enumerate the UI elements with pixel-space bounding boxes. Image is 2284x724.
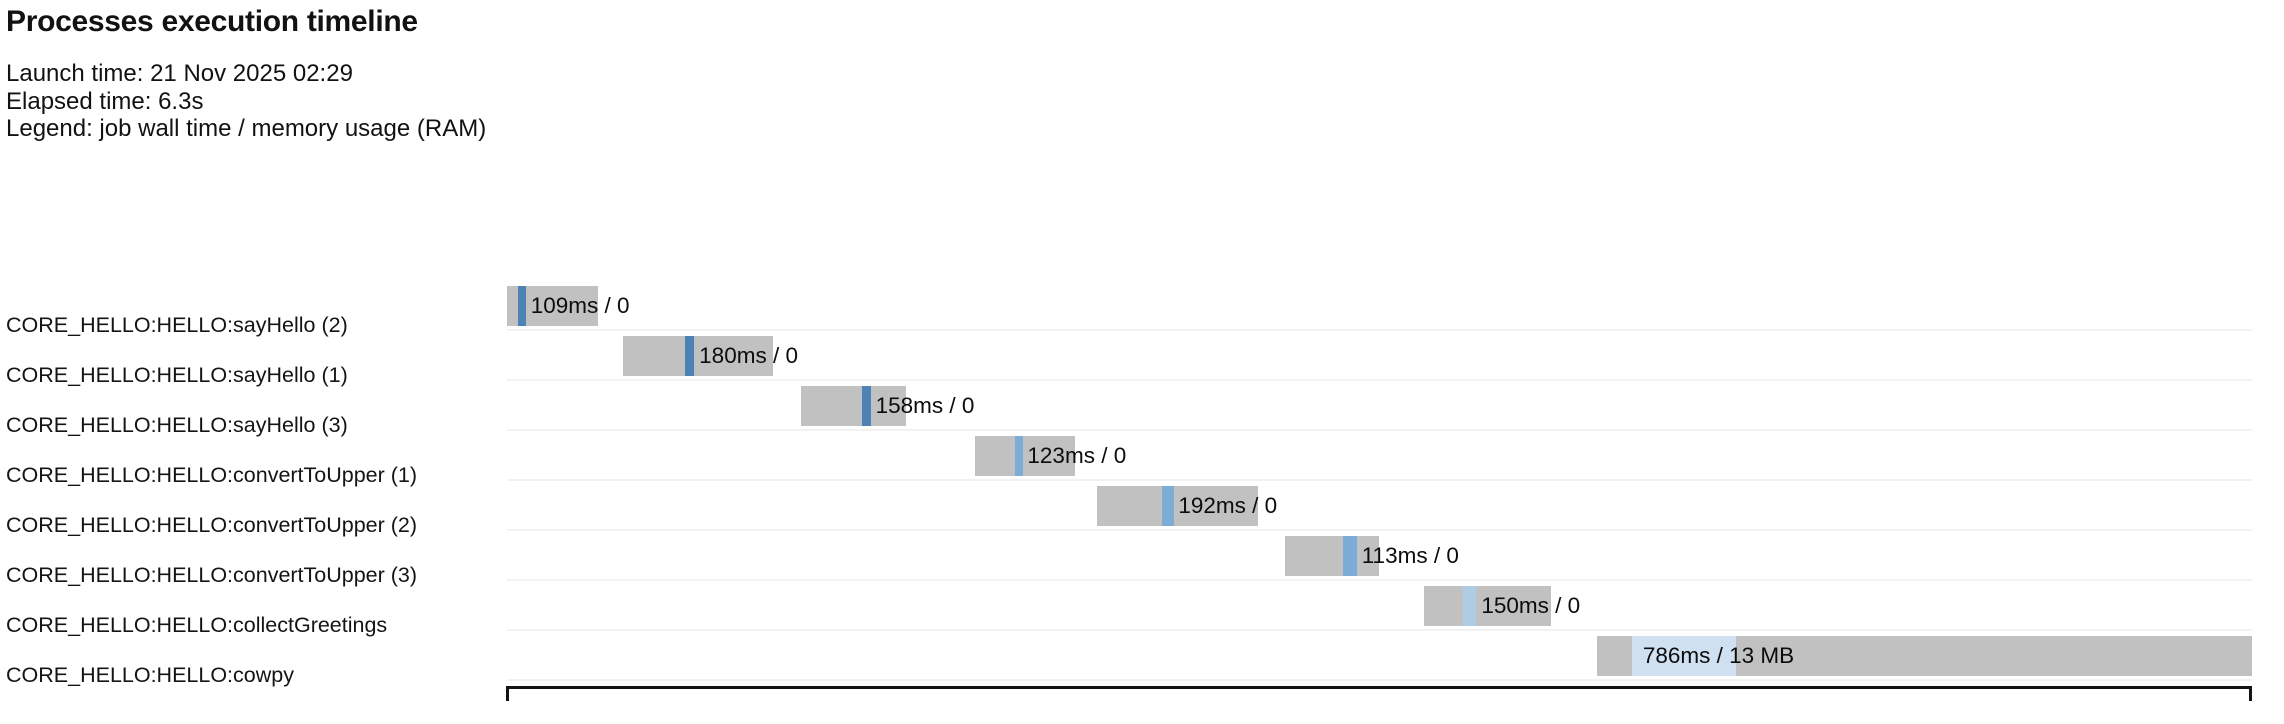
task-value-label: 113ms / 0 — [1361, 543, 1459, 568]
row-separator — [507, 529, 2252, 531]
task-value-label: 786ms / 13 MB — [1642, 643, 1795, 668]
task-value-label: 109ms / 0 — [530, 293, 630, 318]
task-bar — [1285, 536, 1380, 576]
process-row: CORE_HELLO:HELLO:sayHello (3) 158ms / 0 — [0, 381, 2284, 437]
process-label: CORE_HELLO:HELLO:sayHello (3) — [6, 413, 348, 437]
process-label: CORE_HELLO:HELLO:sayHello (1) — [6, 363, 348, 387]
task-value-label: 150ms / 0 — [1481, 593, 1581, 618]
row-separator — [507, 429, 2252, 431]
page-title: Processes execution timeline — [6, 5, 418, 38]
task-run-segment — [1014, 436, 1024, 476]
process-label: CORE_HELLO:HELLO:sayHello (2) — [6, 313, 348, 337]
row-separator — [507, 379, 2252, 381]
task-run-segment — [1343, 536, 1358, 576]
row-separator — [507, 579, 2252, 581]
process-row: CORE_HELLO:HELLO:convertToUpper (1) 123ms… — [0, 431, 2284, 487]
row-separator — [507, 679, 2252, 681]
legend-text: Legend: job wall time / memory usage (RA… — [6, 115, 487, 142]
task-run-segment — [1462, 586, 1477, 626]
task-bar — [975, 436, 1075, 476]
task-run-segment — [518, 286, 527, 326]
row-separator — [507, 329, 2252, 331]
task-value-label: 192ms / 0 — [1178, 493, 1278, 518]
process-label: CORE_HELLO:HELLO:cowpy — [6, 663, 294, 687]
process-row: CORE_HELLO:HELLO:sayHello (2) 109ms / 0 — [0, 281, 2284, 337]
process-label: CORE_HELLO:HELLO:convertToUpper (3) — [6, 563, 418, 587]
process-row: CORE_HELLO:HELLO:convertToUpper (3) 113ms… — [0, 531, 2284, 587]
task-value-label: 180ms / 0 — [699, 343, 798, 368]
run-info-block: Launch time: 21 Nov 2025 02:29 Elapsed t… — [6, 60, 486, 143]
task-bar — [1423, 586, 1552, 626]
task-bar — [623, 336, 773, 376]
process-row: CORE_HELLO:HELLO:collectGreetings 150ms /… — [0, 581, 2284, 637]
bottom-clip-area — [0, 701, 2284, 724]
process-label: CORE_HELLO:HELLO:convertToUpper (1) — [6, 463, 418, 487]
task-value-label: 158ms / 0 — [875, 393, 975, 418]
process-row: CORE_HELLO:HELLO:convertToUpper (2) 192ms… — [0, 481, 2284, 537]
task-run-segment — [862, 386, 872, 426]
task-value-label: 123ms / 0 — [1027, 443, 1127, 468]
task-run-segment — [1631, 636, 1736, 676]
task-run-segment — [685, 336, 694, 376]
task-bar — [1096, 486, 1258, 526]
process-label: CORE_HELLO:HELLO:convertToUpper (2) — [6, 513, 418, 537]
task-bar — [800, 386, 906, 426]
task-run-segment — [1162, 486, 1174, 526]
launch-time-text: Launch time: 21 Nov 2025 02:29 — [6, 60, 353, 87]
row-separator — [507, 479, 2252, 481]
process-row: CORE_HELLO:HELLO:sayHello (1) 180ms / 0 — [0, 331, 2284, 387]
process-label: CORE_HELLO:HELLO:collectGreetings — [6, 613, 388, 637]
row-separator — [507, 629, 2252, 631]
process-row: CORE_HELLO:HELLO:cowpy 786ms / 13 MB — [0, 631, 2284, 687]
elapsed-time-text: Elapsed time: 6.3s — [6, 87, 204, 115]
